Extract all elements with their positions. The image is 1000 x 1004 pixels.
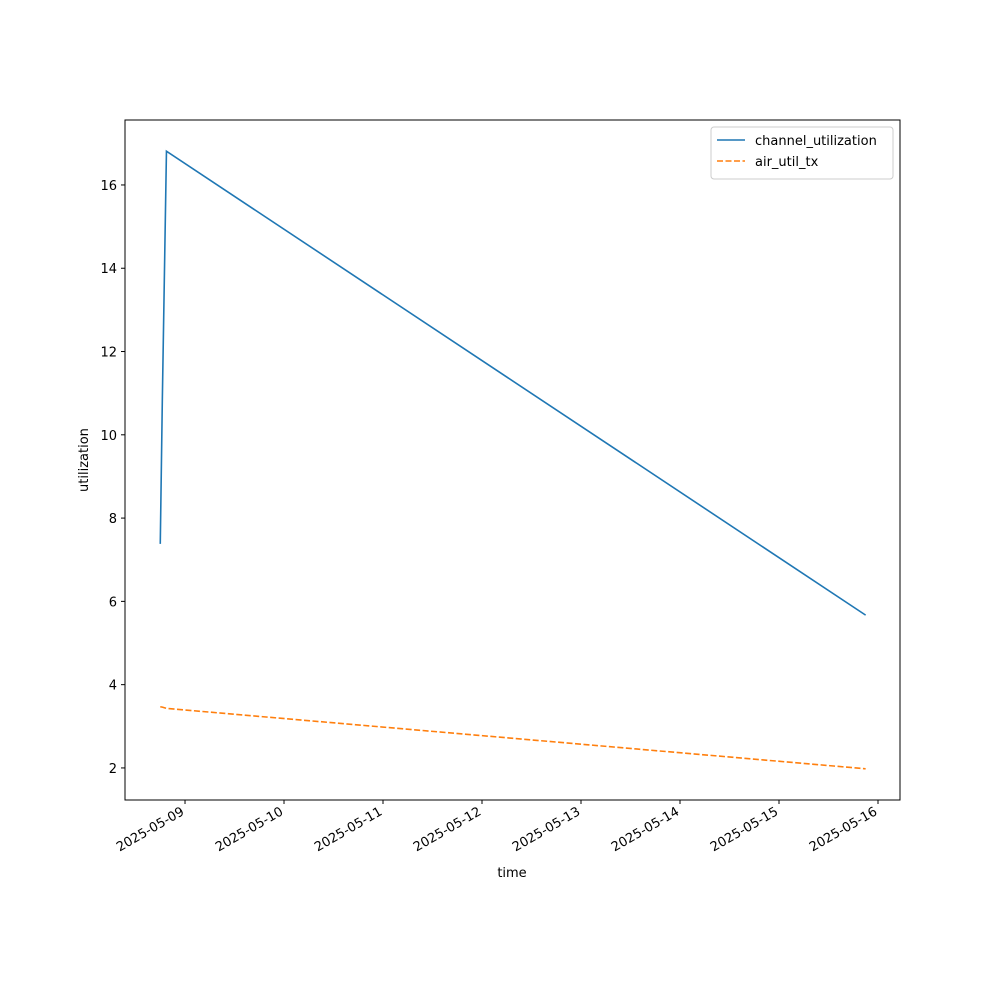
x-tick-label: 2025-05-10 — [213, 804, 286, 855]
legend-label: air_util_tx — [755, 155, 819, 170]
y-tick-label: 14 — [100, 262, 117, 277]
legend-label: channel_utilization — [755, 134, 877, 149]
y-tick-label: 2 — [109, 762, 117, 777]
y-tick-label: 4 — [109, 679, 117, 694]
x-tick-label: 2025-05-11 — [312, 804, 385, 855]
legend-box — [710, 126, 894, 180]
x-tick-label: 2025-05-13 — [510, 804, 583, 855]
x-tick-label: 2025-05-12 — [411, 804, 484, 855]
y-tick-label: 6 — [109, 595, 117, 610]
x-tick-label: 2025-05-16 — [807, 804, 880, 855]
x-axis-label: time — [497, 866, 526, 881]
y-tick-label: 10 — [100, 429, 117, 444]
plot-frame — [124, 119, 901, 801]
y-tick-label: 12 — [100, 346, 117, 361]
y-axis-label: utilization — [77, 428, 92, 492]
x-tick-label: 2025-05-15 — [708, 804, 781, 855]
y-tick-label: 16 — [100, 179, 117, 194]
x-tick-label: 2025-05-14 — [609, 804, 682, 855]
line-series — [160, 705, 866, 770]
line-series — [159, 149, 867, 616]
y-tick-label: 8 — [109, 512, 117, 527]
x-tick-label: 2025-05-09 — [114, 804, 187, 855]
